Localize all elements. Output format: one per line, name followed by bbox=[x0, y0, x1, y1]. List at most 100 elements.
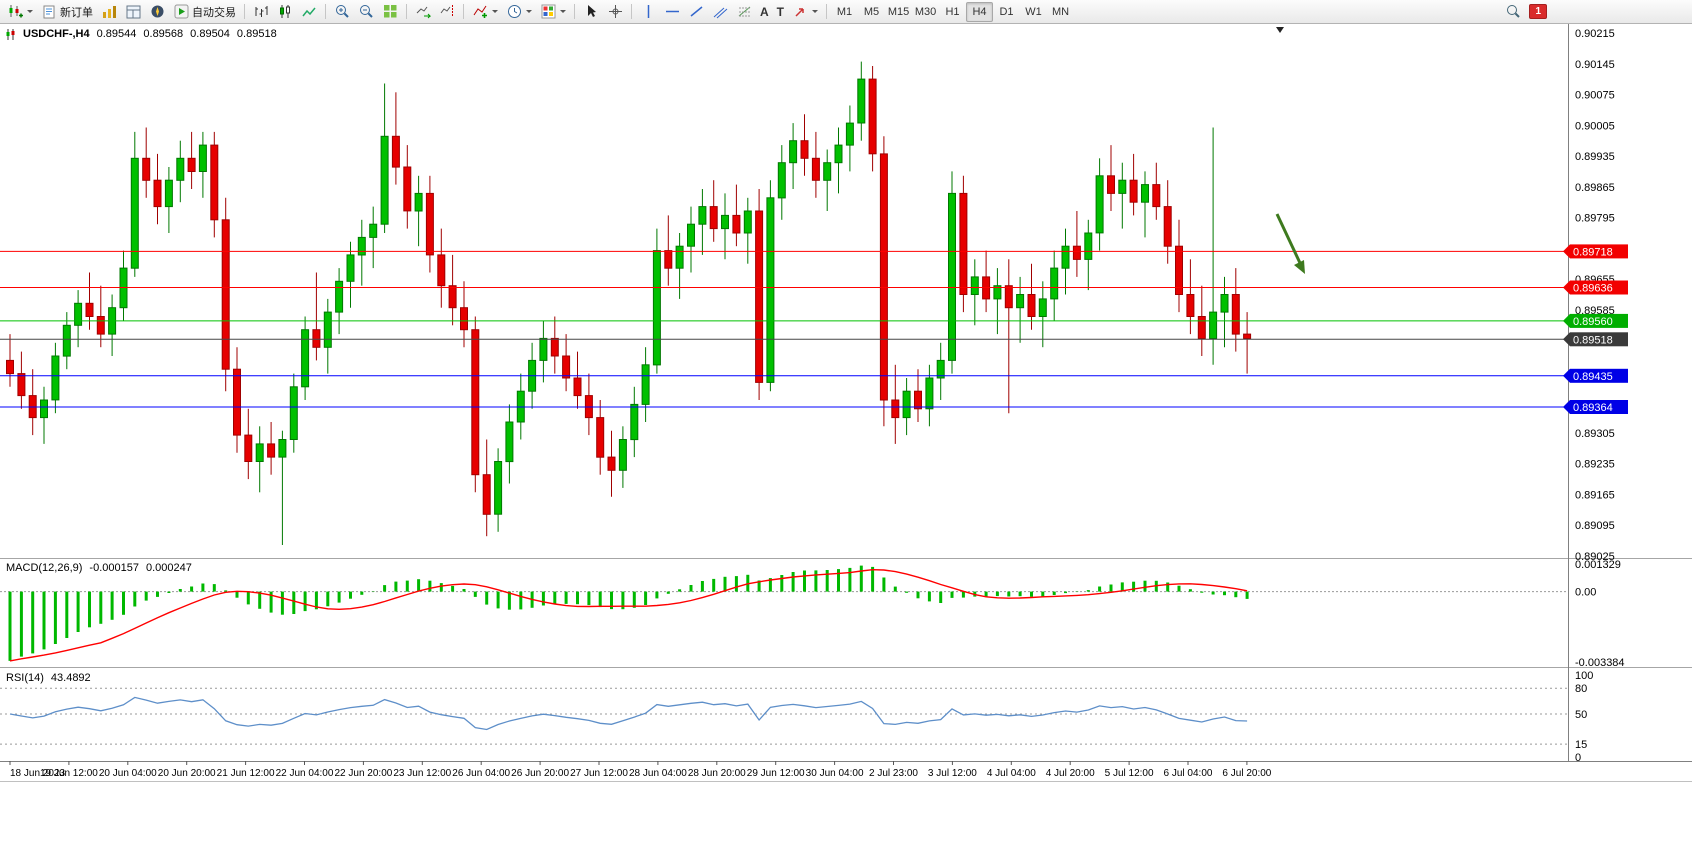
line-chart-button[interactable] bbox=[297, 2, 321, 22]
chart-canvas[interactable]: 0.90215 0.90145 0.90075 0.90005 0.89935 0.898… bbox=[0, 24, 1692, 782]
candle-body bbox=[62, 324, 71, 357]
candle-body bbox=[539, 337, 548, 361]
timeframe-m5-button[interactable]: M5 bbox=[863, 5, 880, 18]
price-marker-notch bbox=[1563, 313, 1570, 328]
candle-body bbox=[176, 157, 185, 181]
auto-trading-icon bbox=[173, 4, 189, 20]
candle-body bbox=[40, 399, 48, 419]
candle-body bbox=[391, 135, 400, 168]
bar-chart-icon bbox=[253, 4, 269, 20]
vertical-line-button[interactable] bbox=[636, 2, 660, 22]
auto-scroll-button[interactable] bbox=[411, 2, 435, 22]
time-axis-label: 28 Jun 20:00 bbox=[688, 768, 746, 779]
new-chart-icon bbox=[7, 4, 23, 20]
horizontal-line-button[interactable] bbox=[660, 2, 684, 22]
notification-button[interactable]: 1 bbox=[1525, 2, 1551, 22]
timeframe-w1-button[interactable]: W1 bbox=[1025, 5, 1042, 18]
price-marker-notch bbox=[1563, 244, 1570, 259]
time-axis-label: 4 Jul 04:00 bbox=[987, 768, 1036, 779]
price-marker-label: 0.89718 bbox=[1573, 246, 1613, 258]
price-axis-tick: 0.89095 bbox=[1575, 520, 1615, 532]
search-icon bbox=[1505, 4, 1521, 20]
candle-body bbox=[335, 280, 344, 313]
candle-body bbox=[357, 236, 366, 256]
chart-shift-marker[interactable] bbox=[1276, 27, 1284, 33]
periods-button[interactable] bbox=[502, 2, 536, 22]
cursor-button[interactable] bbox=[579, 2, 603, 22]
crosshair-button[interactable] bbox=[603, 2, 627, 22]
price-marker bbox=[1570, 313, 1628, 328]
market-watch-button[interactable] bbox=[97, 2, 121, 22]
time-axis-label: 4 Jul 20:00 bbox=[1046, 768, 1095, 779]
candle-body bbox=[74, 302, 83, 326]
candle-body bbox=[267, 443, 276, 458]
candle-body bbox=[187, 157, 196, 173]
candle-body bbox=[1209, 311, 1218, 340]
macd-value-main: -0.000157 bbox=[89, 562, 139, 574]
bar-chart-button[interactable] bbox=[249, 2, 273, 22]
new-chart-button[interactable] bbox=[3, 2, 37, 22]
timeframe-group: M1 M5 M15 M30 H1 H4 D1 W1 MN bbox=[831, 1, 1074, 22]
candlestick-chart-icon bbox=[277, 4, 293, 20]
price-marker-label: 0.89435 bbox=[1573, 371, 1613, 383]
fibonacci-button[interactable] bbox=[732, 2, 756, 22]
time-axis-label: 3 Jul 12:00 bbox=[928, 768, 977, 779]
candle-body bbox=[96, 316, 105, 335]
candle-body bbox=[494, 461, 503, 515]
candle-body bbox=[1129, 179, 1138, 203]
timeframe-h4-button[interactable]: H4 bbox=[966, 1, 994, 22]
arrows-button[interactable] bbox=[788, 2, 822, 22]
channel-button[interactable] bbox=[708, 2, 732, 22]
time-axis-label: 27 Jun 12:00 bbox=[570, 768, 628, 779]
drawn-arrow-line[interactable] bbox=[1275, 213, 1302, 264]
timeframe-m15-button[interactable]: M15 bbox=[887, 5, 910, 18]
candle-body bbox=[970, 276, 979, 295]
timeframe-m30-button[interactable]: M30 bbox=[914, 5, 937, 18]
toolbar-separator bbox=[826, 4, 828, 19]
candle-body bbox=[1141, 184, 1149, 203]
price-axis-tick: 0.89865 bbox=[1575, 182, 1615, 194]
rsi-scale-label: 15 bbox=[1575, 739, 1587, 751]
notification-badge: 1 bbox=[1529, 4, 1547, 19]
search-button[interactable] bbox=[1501, 2, 1525, 22]
new-order-button[interactable]: 新订单 bbox=[37, 2, 97, 22]
price-marker-label: 0.89364 bbox=[1573, 402, 1613, 414]
timeframe-mn-button[interactable]: MN bbox=[1051, 5, 1070, 18]
candle-body bbox=[845, 122, 854, 146]
zoom-in-button[interactable] bbox=[330, 2, 354, 22]
auto-trading-button[interactable]: 自动交易 bbox=[169, 2, 240, 22]
label-button[interactable]: T bbox=[773, 2, 788, 22]
timeframe-d1-button[interactable]: D1 bbox=[999, 5, 1014, 18]
rsi-value: 43.4892 bbox=[50, 672, 91, 684]
chart-shift-button[interactable] bbox=[435, 2, 459, 22]
ohlc-high: 0.89568 bbox=[143, 28, 184, 40]
candle-body bbox=[1175, 245, 1183, 295]
timeframe-h1-button[interactable]: H1 bbox=[945, 5, 960, 18]
candle-body bbox=[323, 311, 332, 348]
candle-body bbox=[1163, 206, 1172, 247]
candle-body bbox=[562, 355, 571, 379]
trendline-button[interactable] bbox=[684, 2, 708, 22]
data-window-button[interactable] bbox=[121, 2, 145, 22]
time-axis-label: 28 Jun 04:00 bbox=[629, 768, 687, 779]
templates-button[interactable] bbox=[536, 2, 570, 22]
tile-windows-button[interactable] bbox=[378, 2, 402, 22]
candlestick-chart-button[interactable] bbox=[273, 2, 297, 22]
text-button[interactable]: A bbox=[756, 2, 773, 22]
zoom-out-button[interactable] bbox=[354, 2, 378, 22]
indicators-button[interactable] bbox=[468, 2, 502, 22]
price-marker-label: 0.89560 bbox=[1573, 316, 1613, 328]
macd-scale-label: 0.001329 bbox=[1575, 559, 1621, 571]
templates-icon bbox=[540, 4, 556, 20]
time-axis-label: 22 Jun 04:00 bbox=[276, 768, 334, 779]
time-axis-label: 26 Jun 04:00 bbox=[452, 768, 510, 779]
rsi-indicator-label: RSI(14) 43.4892 bbox=[6, 672, 91, 684]
candle-body bbox=[800, 140, 809, 159]
zoom-out-icon bbox=[358, 4, 374, 20]
navigator-button[interactable] bbox=[145, 2, 169, 22]
candle-body bbox=[17, 373, 26, 397]
candle-body bbox=[153, 179, 162, 208]
timeframe-m1-button[interactable]: M1 bbox=[836, 5, 853, 18]
candle-body bbox=[460, 307, 468, 331]
drawn-arrow-head[interactable] bbox=[1294, 260, 1305, 274]
